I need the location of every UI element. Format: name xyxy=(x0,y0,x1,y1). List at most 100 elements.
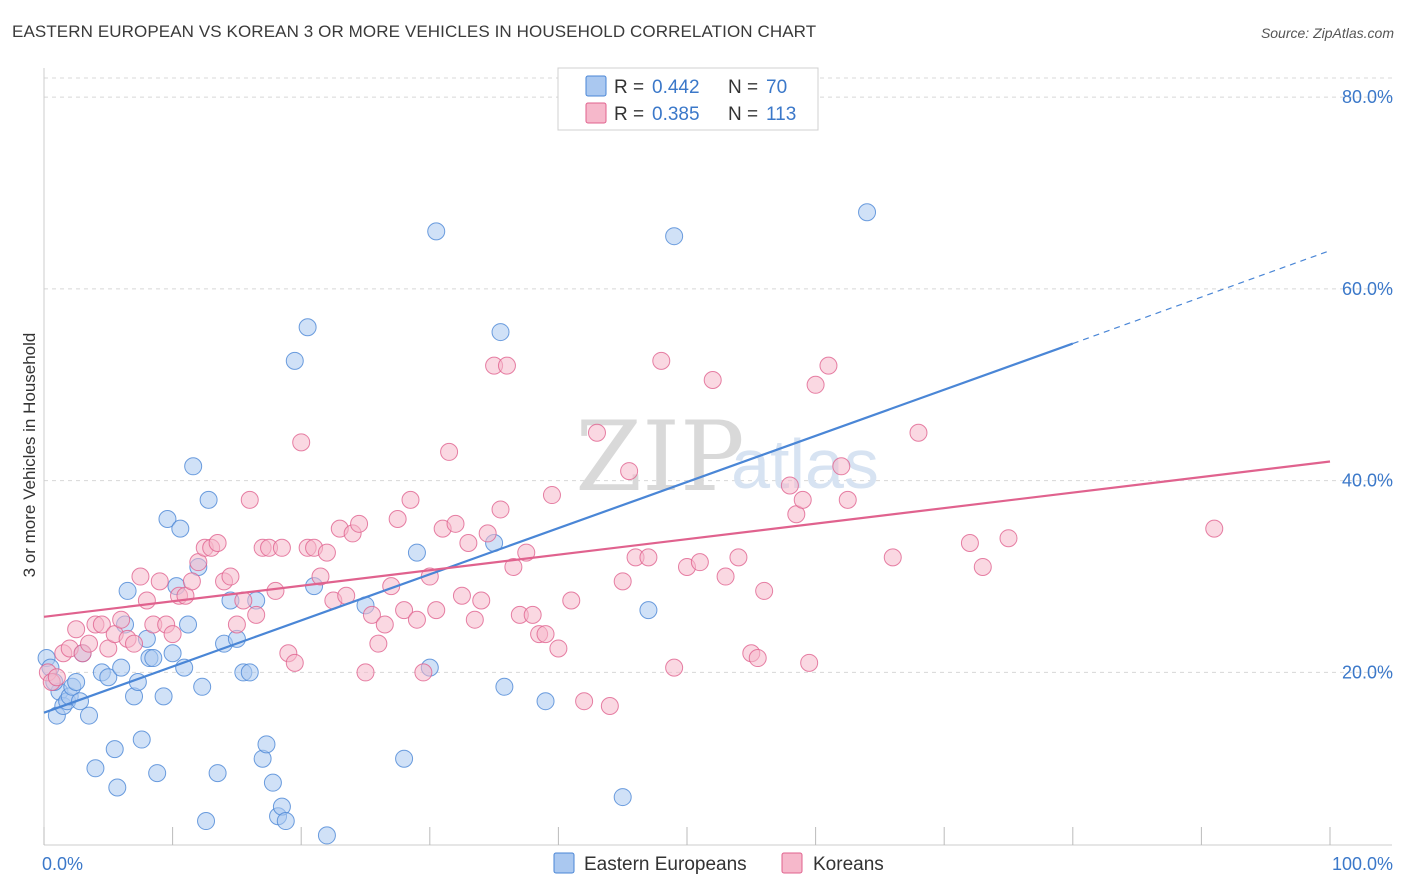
eastern-european-point xyxy=(132,730,151,749)
eastern-european-point xyxy=(197,812,216,831)
korean-point xyxy=(690,553,709,572)
korean-point xyxy=(523,605,542,624)
eastern-european-point xyxy=(639,601,658,620)
eastern-european-point xyxy=(407,543,426,562)
eastern-european-point xyxy=(665,227,684,246)
bottom-legend-swatch-eastern xyxy=(553,852,575,874)
eastern-european-point xyxy=(536,692,555,711)
korean-point xyxy=(793,490,812,509)
korean-point xyxy=(748,649,767,668)
korean-point xyxy=(620,462,639,481)
korean-point xyxy=(227,615,246,634)
eastern-european-point xyxy=(118,581,137,600)
korean-point xyxy=(221,567,240,586)
y-axis-label: 3 or more Vehicles in Household xyxy=(20,333,39,578)
korean-point xyxy=(407,610,426,629)
eastern-european-point xyxy=(158,510,177,529)
korean-point xyxy=(272,538,291,557)
chart-title: EASTERN EUROPEAN VS KOREAN 3 OR MORE VEH… xyxy=(12,22,817,41)
x-tick-labels: 0.0% 100.0% xyxy=(42,854,1393,874)
y-tick-label: 80.0% xyxy=(1342,87,1393,107)
eastern-european-point xyxy=(613,788,632,807)
korean-point xyxy=(317,543,336,562)
korean-point xyxy=(999,529,1018,548)
x-tick-label: 0.0% xyxy=(42,854,83,874)
legend-r-label-eastern: R = xyxy=(614,77,644,98)
korean-point xyxy=(600,696,619,715)
legend-r-value-eastern: 0.442 xyxy=(652,77,700,98)
axes xyxy=(43,68,1392,846)
eastern-european-trendline-extension xyxy=(1072,250,1331,345)
eastern-european-point xyxy=(171,519,190,538)
korean-point xyxy=(311,567,330,586)
y-tick-label: 40.0% xyxy=(1342,471,1393,491)
eastern-european-point xyxy=(208,764,227,783)
korean-point xyxy=(639,548,658,567)
eastern-european-point xyxy=(163,644,182,663)
korean-point xyxy=(350,514,369,533)
eastern-european-point xyxy=(193,677,212,696)
korean-point xyxy=(780,476,799,495)
korean-point xyxy=(125,634,144,653)
korean-point xyxy=(536,625,555,644)
korean-point xyxy=(832,457,851,476)
korean-point xyxy=(562,591,581,610)
eastern-european-point xyxy=(395,749,414,768)
eastern-european-point xyxy=(179,615,198,634)
source-label: Source: ZipAtlas.com xyxy=(1260,25,1394,41)
legend-n-label-korean: N = xyxy=(728,104,758,125)
eastern-european-point xyxy=(71,692,90,711)
legend-n-label-eastern: N = xyxy=(728,77,758,98)
korean-point xyxy=(427,601,446,620)
eastern-european-point xyxy=(285,351,304,370)
korean-point xyxy=(362,605,381,624)
korean-point xyxy=(575,692,594,711)
korean-point xyxy=(716,567,735,586)
korean-point xyxy=(208,533,227,552)
korean-point xyxy=(80,634,99,653)
korean-point xyxy=(755,581,774,600)
korean-point xyxy=(452,586,471,605)
korean-point xyxy=(973,557,992,576)
korean-point xyxy=(549,639,568,658)
y-tick-label: 60.0% xyxy=(1342,279,1393,299)
eastern-european-point xyxy=(108,778,127,797)
korean-point xyxy=(395,601,414,620)
y-tick-labels: 20.0% 40.0% 60.0% 80.0% xyxy=(1342,87,1393,682)
data-points xyxy=(37,203,1224,845)
korean-point xyxy=(356,663,375,682)
korean-point xyxy=(478,524,497,543)
korean-point xyxy=(459,533,478,552)
korean-point xyxy=(137,591,156,610)
eastern-european-point xyxy=(148,764,167,783)
legend-r-value-korean: 0.385 xyxy=(652,104,700,125)
korean-point xyxy=(150,572,169,591)
eastern-european-point xyxy=(240,663,259,682)
eastern-european-point xyxy=(184,457,203,476)
eastern-european-point xyxy=(105,740,124,759)
korean-point xyxy=(285,653,304,672)
korean-point xyxy=(247,605,266,624)
eastern-european-point xyxy=(263,773,282,792)
korean-point xyxy=(401,490,420,509)
legend: R = 0.442 N = 70 R = 0.385 N = 113 xyxy=(557,67,819,131)
korean-point xyxy=(92,615,111,634)
eastern-european-trendline xyxy=(43,342,1074,714)
eastern-european-point xyxy=(495,677,514,696)
korean-point xyxy=(67,620,86,639)
korean-point xyxy=(800,653,819,672)
eastern-european-point xyxy=(199,490,218,509)
korean-point xyxy=(414,663,433,682)
eastern-european-point xyxy=(317,826,336,845)
korean-point xyxy=(587,423,606,442)
korean-point xyxy=(838,490,857,509)
eastern-european-point xyxy=(154,687,173,706)
korean-point xyxy=(665,658,684,677)
korean-point xyxy=(806,375,825,394)
korean-point xyxy=(369,634,388,653)
x-tick-label: 100.0% xyxy=(1332,854,1393,874)
eastern-european-point xyxy=(858,203,877,222)
korean-point xyxy=(240,490,259,509)
korean-point xyxy=(440,442,459,461)
eastern-european-point xyxy=(144,649,163,668)
